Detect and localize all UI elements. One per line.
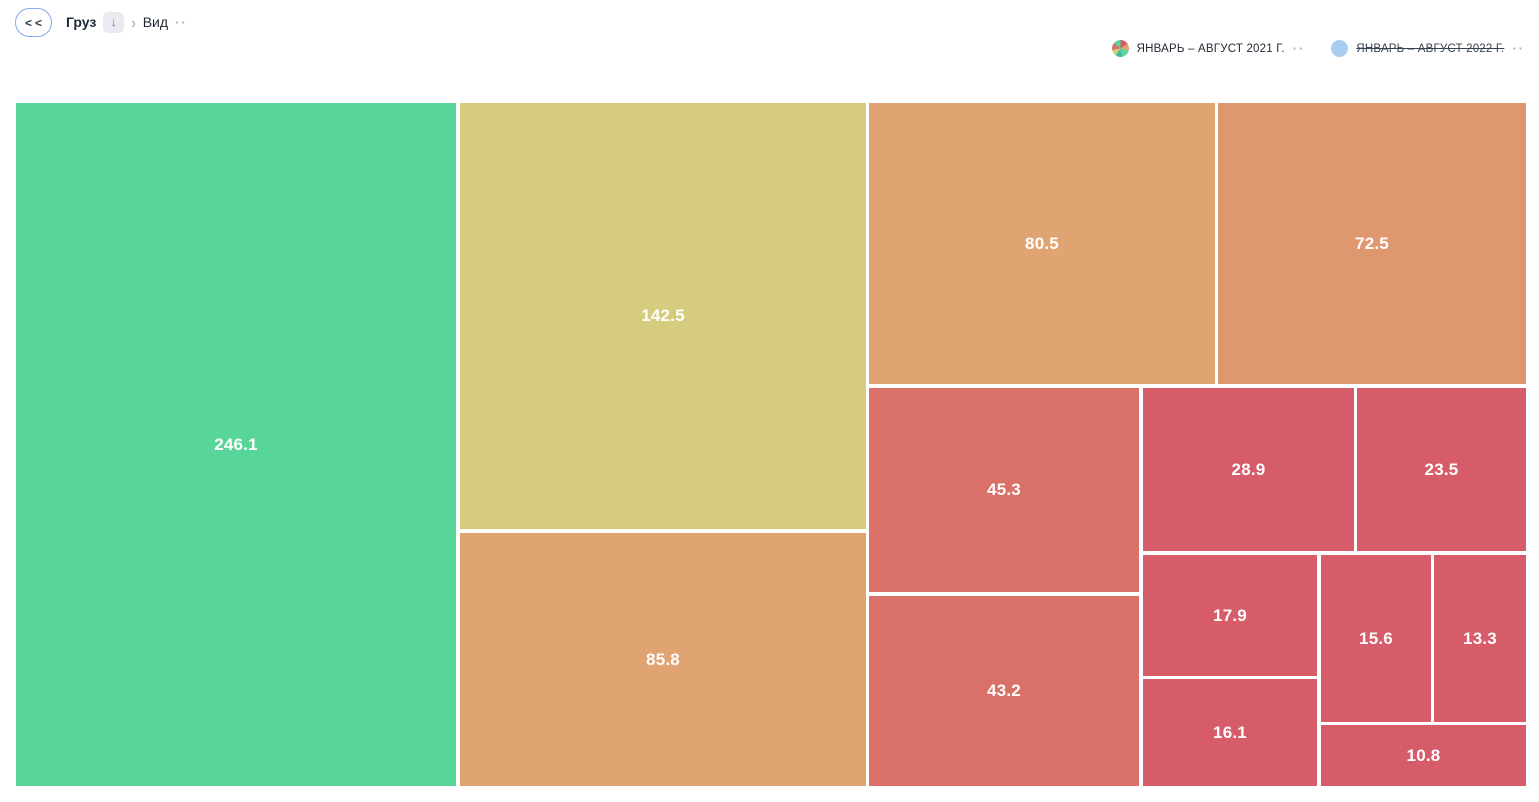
- legend-more-dots-icon[interactable]: ··: [1292, 41, 1306, 56]
- legend-label-2022: ЯНВАРЬ – АВГУСТ 2022 Г.: [1356, 42, 1505, 55]
- treemap-tile-17-9[interactable]: 17.9: [1143, 555, 1317, 676]
- treemap-tile-85-8[interactable]: 85.8: [460, 533, 866, 786]
- toolbar: << Груз ↓ › Вид ·· ЯНВАРЬ – АВГУСТ 2021 …: [0, 0, 1539, 70]
- tile-value: 15.6: [1359, 628, 1393, 648]
- tile-value: 28.9: [1231, 459, 1266, 479]
- breadcrumb-item-vid[interactable]: Вид: [142, 14, 169, 30]
- tile-value: 16.1: [1213, 722, 1247, 742]
- treemap-tile-43-2[interactable]: 43.2: [869, 596, 1139, 786]
- treemap-tile-72-5[interactable]: 72.5: [1218, 103, 1526, 384]
- treemap-tile-13-3[interactable]: 13.3: [1434, 555, 1526, 722]
- tile-value: 142.5: [641, 306, 685, 325]
- treemap-tile-23-5[interactable]: 23.5: [1357, 388, 1526, 551]
- treemap-tile-142-5[interactable]: 142.5: [460, 103, 866, 529]
- treemap-tile-10-8[interactable]: 10.8: [1321, 725, 1526, 786]
- breadcrumb: Груз ↓ › Вид ··: [66, 9, 188, 35]
- tile-value: 23.5: [1424, 459, 1459, 479]
- tile-value: 43.2: [987, 681, 1021, 700]
- arrow-down-icon: ↓: [110, 15, 117, 29]
- legend-item-2022[interactable]: ЯНВАРЬ – АВГУСТ 2022 Г. ··: [1331, 40, 1525, 57]
- treemap-tile-246-1[interactable]: 246.1: [16, 103, 456, 786]
- collapse-breadcrumb-button[interactable]: <<: [15, 8, 52, 37]
- treemap-tile-28-9[interactable]: 28.9: [1143, 388, 1354, 551]
- legend-more-dots-icon[interactable]: ··: [1512, 41, 1525, 56]
- breadcrumb-more-dots-icon[interactable]: ··: [175, 14, 188, 30]
- legend-label-2021: ЯНВАРЬ – АВГУСТ 2021 Г.: [1136, 42, 1285, 55]
- tile-value: 85.8: [646, 649, 680, 669]
- pie-multicolor-icon: [1111, 40, 1129, 57]
- chart-legend: ЯНВАРЬ – АВГУСТ 2021 Г. ·· ЯНВАРЬ – АВГУ…: [1111, 40, 1525, 57]
- tile-value: 45.3: [987, 480, 1021, 499]
- breadcrumb-item-gruz[interactable]: Груз: [66, 14, 97, 30]
- tile-value: 17.9: [1213, 605, 1247, 625]
- tile-value: 13.3: [1463, 628, 1497, 648]
- treemap-tile-15-6[interactable]: 15.6: [1321, 555, 1431, 722]
- treemap-tile-80-5[interactable]: 80.5: [869, 103, 1215, 384]
- circle-icon: [1331, 40, 1349, 57]
- legend-item-2021[interactable]: ЯНВАРЬ – АВГУСТ 2021 Г. ··: [1111, 40, 1306, 57]
- sort-descending-badge[interactable]: ↓: [103, 11, 125, 33]
- tile-value: 80.5: [1025, 233, 1059, 253]
- tile-value: 246.1: [214, 434, 258, 454]
- tile-value: 72.5: [1355, 233, 1389, 253]
- treemap-tile-45-3[interactable]: 45.3: [869, 388, 1139, 592]
- tile-value: 10.8: [1406, 745, 1441, 765]
- chevron-right-icon: ›: [131, 13, 136, 31]
- treemap-tile-16-1[interactable]: 16.1: [1143, 679, 1317, 786]
- double-chevron-left-icon: <<: [24, 15, 45, 30]
